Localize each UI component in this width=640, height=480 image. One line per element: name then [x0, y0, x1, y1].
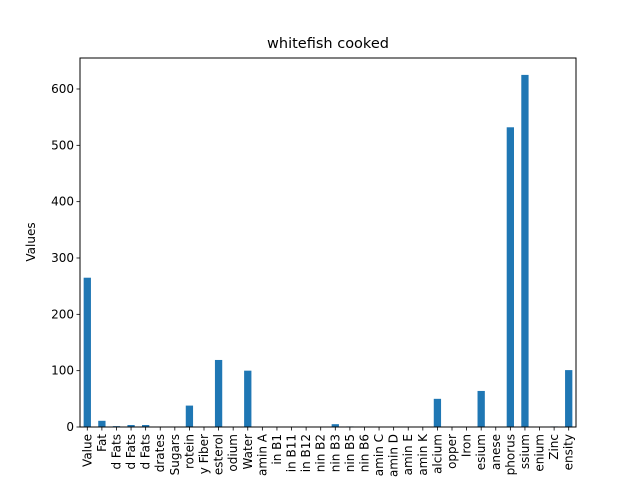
y-axis-label: Values — [24, 222, 38, 261]
x-tick-label: amin A — [255, 433, 269, 476]
x-tick-label: d Fats — [124, 434, 138, 470]
y-tick-label: 200 — [51, 307, 74, 321]
y-tick-label: 400 — [51, 195, 74, 209]
bar — [433, 398, 442, 427]
x-tick-label: drates — [153, 434, 167, 472]
bar — [83, 277, 91, 427]
x-tick-label: in B12 — [299, 434, 313, 472]
x-tick-label: odium — [226, 434, 240, 472]
x-tick-label: alcium — [430, 434, 444, 474]
x-tick-label: esium — [474, 434, 488, 470]
x-tick-label: d Fats — [109, 434, 123, 470]
y-tick-label: 600 — [51, 82, 74, 96]
x-tick-label: nin B6 — [357, 434, 371, 472]
bars-group — [83, 74, 573, 428]
bar — [98, 420, 106, 427]
y-tick-label: 0 — [66, 420, 74, 434]
bar — [565, 370, 573, 427]
x-tick-label: amin D — [387, 434, 401, 477]
bar — [331, 424, 339, 427]
x-tick-label: nin B2 — [314, 434, 328, 472]
x-tick-label: opper — [445, 434, 459, 469]
x-tick-label: Fat — [95, 434, 109, 452]
plot-frame — [79, 57, 577, 428]
x-tick-label: phorus — [503, 434, 517, 475]
x-tick-label: Value — [80, 434, 94, 467]
bar — [506, 127, 514, 428]
bar — [142, 425, 150, 427]
y-tick-label: 100 — [51, 364, 74, 378]
x-tick-label: Sugars — [168, 434, 182, 475]
x-tick-label: in B11 — [285, 434, 299, 472]
x-tick-label: y Fiber — [197, 434, 211, 474]
x-tick-label: nin B5 — [343, 434, 357, 472]
y-tick-label: 300 — [51, 251, 74, 265]
x-axis-ticks: Value Fat d Fats d Fats d Fats drates Sugars ro… — [80, 427, 576, 477]
x-tick-label: rotein — [182, 434, 196, 469]
x-tick-label: amin E — [401, 434, 415, 475]
x-tick-label: enium — [533, 434, 547, 472]
x-tick-label: Iron — [460, 434, 474, 457]
bar — [185, 405, 194, 427]
y-tick-label: 500 — [51, 138, 74, 152]
x-tick-label: anese — [489, 434, 503, 470]
chart-title: whitefish cooked — [267, 36, 389, 52]
x-tick-label: Water — [241, 434, 255, 470]
bar — [214, 359, 223, 427]
x-tick-label: ssium — [518, 434, 532, 469]
x-tick-label: d Fats — [139, 434, 153, 470]
x-tick-label: in B1 — [270, 434, 284, 465]
bar — [477, 390, 485, 427]
bar — [127, 425, 135, 427]
bar — [521, 74, 529, 428]
y-axis-ticks: 0 100 200 300 400 500 600 — [51, 82, 80, 434]
bar — [244, 370, 252, 427]
x-tick-label: Zinc — [547, 434, 561, 460]
x-tick-label: esterol — [212, 434, 226, 475]
x-tick-label: ensity — [562, 434, 576, 470]
x-tick-label: amin C — [372, 434, 386, 476]
x-tick-label: nin B3 — [328, 434, 342, 472]
x-tick-label: amin K — [416, 433, 430, 476]
